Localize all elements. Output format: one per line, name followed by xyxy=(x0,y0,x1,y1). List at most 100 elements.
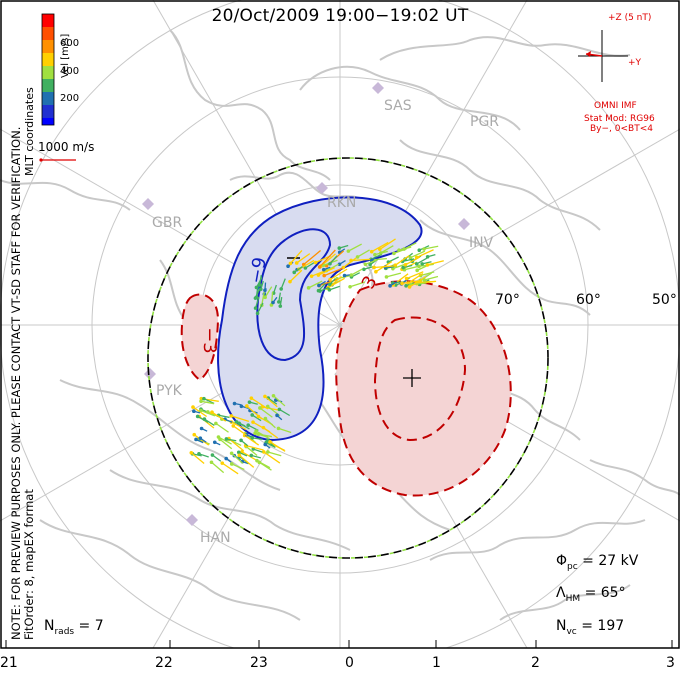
velocity-vector xyxy=(410,250,426,259)
velocity-vector xyxy=(357,249,370,258)
station-marker-han xyxy=(186,514,198,526)
station-marker-rkn xyxy=(316,182,328,194)
velocity-vector xyxy=(329,285,341,291)
vector-origin xyxy=(254,429,258,433)
velocity-vector xyxy=(373,257,387,261)
velocity-vectors xyxy=(189,238,444,475)
velocity-vector xyxy=(231,463,245,471)
velocity-vector xyxy=(200,409,216,417)
radar-stations xyxy=(142,82,470,526)
vector-origin xyxy=(328,262,332,266)
velocity-vector xyxy=(348,243,362,252)
vector-origin xyxy=(255,311,260,316)
velocity-vector xyxy=(280,278,286,290)
vector-origin xyxy=(404,276,409,281)
velocity-vector xyxy=(416,249,434,258)
figure-title: 20/Oct/2009 19:00−19:02 UT xyxy=(211,6,469,26)
vector-origin xyxy=(322,273,327,278)
vector-origin xyxy=(236,450,241,455)
velocity-colorbar xyxy=(41,13,55,126)
station-label-pgr: PGR xyxy=(470,114,500,130)
vector-origin xyxy=(199,399,203,404)
stat-n-rads-value: 7 xyxy=(94,618,104,634)
velocity-vector xyxy=(238,454,255,468)
vector-origin xyxy=(363,262,368,267)
velocity-vector xyxy=(405,256,420,266)
imf-z-label: +Z (5 nT) xyxy=(608,13,652,23)
vector-origin xyxy=(384,275,389,279)
station-marker-sas xyxy=(372,82,384,94)
velocity-vector xyxy=(264,286,273,298)
velocity-vector xyxy=(406,271,424,280)
fit-order-note: FitOrder: 8, mapEX format xyxy=(22,489,36,640)
vector-origin xyxy=(368,262,372,267)
velocity-vector xyxy=(211,461,225,474)
velocity-vector xyxy=(228,438,245,452)
imf-condition: By−, 0<BT<4 xyxy=(590,124,653,134)
colorbar-tick-200: 200 xyxy=(60,93,80,104)
vector-origin xyxy=(279,287,283,291)
vector-origin xyxy=(348,284,352,289)
velocity-vector xyxy=(371,241,389,253)
mlt-label-21: 21 xyxy=(0,655,18,671)
stat-n-vc-value: 197 xyxy=(597,618,625,634)
velocity-vector xyxy=(289,250,303,264)
contour-dusk-plus-3 xyxy=(180,293,220,382)
velocity-vector xyxy=(244,434,260,446)
velocity-vector xyxy=(204,418,215,427)
velocity-vector xyxy=(424,275,439,281)
vector-origin xyxy=(254,285,259,290)
vector-origin xyxy=(247,400,252,404)
imf-y-label: +Y xyxy=(628,58,642,68)
vector-origin xyxy=(316,273,321,277)
vector-origin xyxy=(263,288,267,293)
velocity-vector xyxy=(278,427,292,434)
velocity-vector xyxy=(231,452,244,464)
vector-origin xyxy=(214,421,218,426)
contour-plus-3 xyxy=(335,280,512,497)
vector-origin xyxy=(342,273,347,278)
velocity-vector xyxy=(326,263,339,272)
velocity-vector xyxy=(402,258,415,263)
vector-origin xyxy=(318,289,322,293)
contour-minus-9 xyxy=(256,228,332,362)
station-label-rkn: RKN xyxy=(327,195,357,211)
vector-origin xyxy=(268,440,272,444)
vector-origin xyxy=(425,255,430,259)
velocity-vector xyxy=(388,256,399,263)
velocity-vector xyxy=(245,446,258,456)
vector-origin xyxy=(393,263,398,267)
vector-origin xyxy=(337,262,342,267)
vector-origin xyxy=(253,296,258,300)
vector-origin xyxy=(261,425,266,430)
velocity-vector xyxy=(269,441,286,452)
velocity-vector xyxy=(279,408,291,417)
vector-origin xyxy=(250,436,255,440)
vector-origin xyxy=(245,404,249,408)
velocity-vector xyxy=(374,265,394,269)
velocity-vector xyxy=(351,268,363,276)
imf-dial xyxy=(578,30,628,82)
vector-origin xyxy=(362,267,366,272)
vector-origin xyxy=(198,408,203,413)
velocity-vector xyxy=(200,400,215,405)
vector-origin xyxy=(388,284,392,288)
velocity-vector xyxy=(246,405,263,420)
mlt-meridians xyxy=(0,0,680,648)
vector-origin xyxy=(192,432,197,437)
vector-origin xyxy=(198,436,203,440)
vector-origin xyxy=(321,267,326,272)
velocity-vector xyxy=(263,427,279,439)
vector-origin xyxy=(309,274,314,278)
vector-origin xyxy=(218,437,222,442)
coastlines xyxy=(0,29,680,621)
velocity-vector xyxy=(219,438,233,450)
vector-origin xyxy=(256,432,261,437)
latitude-label-50: 50° xyxy=(652,292,677,308)
velocity-vector xyxy=(323,267,344,277)
vector-origin xyxy=(192,409,196,414)
vector-origin xyxy=(261,450,266,454)
vector-origin xyxy=(288,279,292,284)
velocity-vector xyxy=(289,269,303,283)
station-label-inv: INV xyxy=(469,235,494,251)
